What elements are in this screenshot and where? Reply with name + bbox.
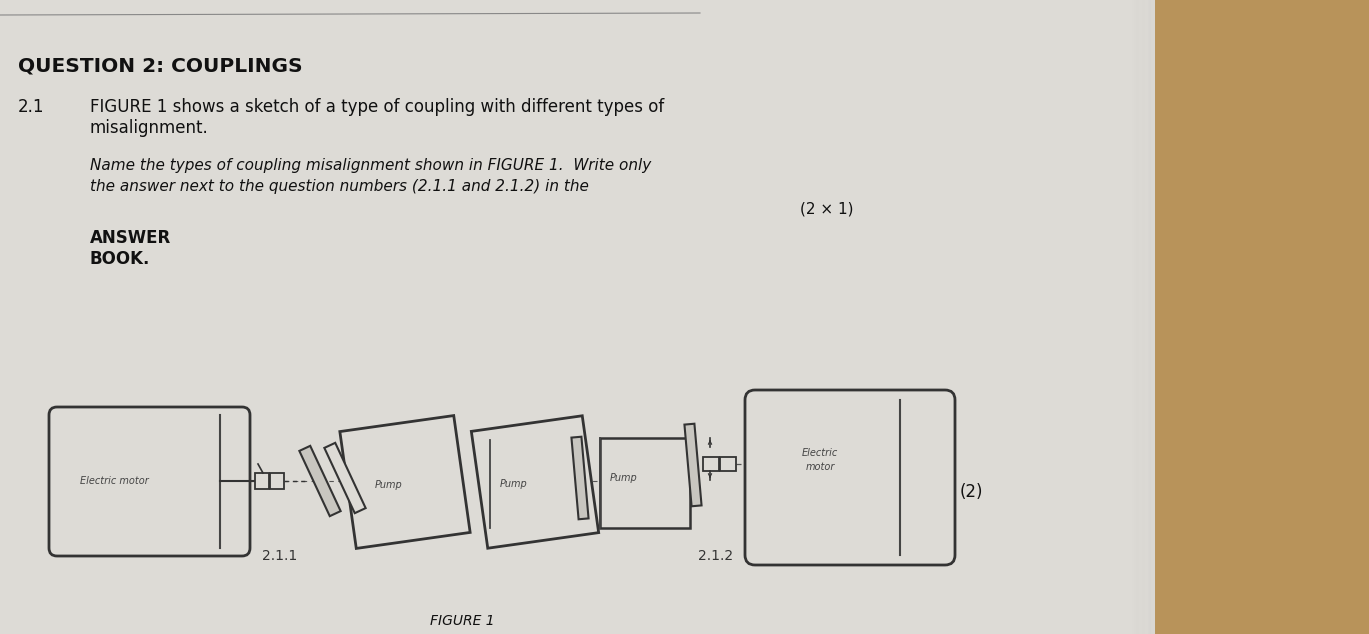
Text: Pump: Pump: [500, 479, 528, 489]
Polygon shape: [300, 446, 341, 516]
Bar: [1142, 0, 1144, 634]
Text: Name the types of coupling misalignment shown in FIGURE 1.  Write only: Name the types of coupling misalignment …: [90, 158, 652, 173]
Polygon shape: [471, 416, 598, 548]
Bar: [720, 457, 737, 471]
Text: 2.1.2: 2.1.2: [698, 549, 734, 563]
Text: Pump: Pump: [375, 480, 402, 490]
Bar: [270, 473, 283, 489]
Bar: [1132, 0, 1135, 634]
Bar: [1129, 0, 1134, 634]
Bar: [1151, 0, 1154, 634]
Text: Pump: Pump: [611, 473, 638, 483]
Bar: [704, 457, 719, 471]
Text: misalignment.: misalignment.: [90, 119, 208, 137]
Bar: [1135, 0, 1138, 634]
Text: 2.1: 2.1: [18, 98, 45, 116]
Text: BOOK.: BOOK.: [90, 250, 151, 268]
Text: FIGURE 1: FIGURE 1: [430, 614, 494, 628]
Text: ANSWER: ANSWER: [90, 229, 171, 247]
Text: (2): (2): [960, 483, 983, 501]
Text: the answer next to the question numbers (2.1.1 and 2.1.2) in the: the answer next to the question numbers …: [90, 179, 589, 194]
FancyBboxPatch shape: [49, 407, 251, 556]
Bar: [1143, 0, 1146, 634]
Bar: [1134, 0, 1136, 634]
Bar: [1139, 0, 1142, 634]
Bar: [1131, 0, 1134, 634]
Text: Electric
motor: Electric motor: [802, 448, 838, 472]
Polygon shape: [571, 437, 589, 519]
Text: QUESTION 2: COUPLINGS: QUESTION 2: COUPLINGS: [18, 57, 303, 76]
Text: Electric motor: Electric motor: [79, 476, 149, 486]
Bar: [600, 438, 690, 528]
FancyBboxPatch shape: [745, 390, 956, 565]
Bar: [1146, 0, 1149, 634]
Bar: [1144, 0, 1147, 634]
Text: FIGURE 1 shows a sketch of a type of coupling with different types of: FIGURE 1 shows a sketch of a type of cou…: [90, 98, 664, 116]
Bar: [1140, 0, 1144, 634]
Bar: [1150, 0, 1154, 634]
Bar: [0, 0, 1155, 634]
Bar: [1139, 0, 1143, 634]
Polygon shape: [340, 415, 470, 548]
Bar: [1149, 0, 1153, 634]
Bar: [1147, 0, 1150, 634]
Text: 2.1.1: 2.1.1: [261, 549, 297, 563]
Bar: [1153, 0, 1155, 634]
Text: (2 × 1): (2 × 1): [799, 202, 853, 217]
Bar: [1138, 0, 1140, 634]
Bar: [1155, 0, 1369, 634]
Polygon shape: [684, 424, 701, 507]
Bar: [255, 473, 268, 489]
Polygon shape: [324, 443, 366, 513]
Bar: [1149, 0, 1151, 634]
Bar: [1136, 0, 1139, 634]
